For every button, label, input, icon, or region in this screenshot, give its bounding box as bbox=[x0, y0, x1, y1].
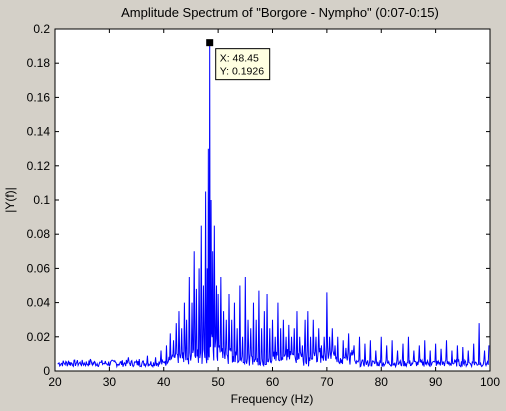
x-tick-label: 90 bbox=[429, 375, 443, 389]
data-tip-x-text: X: 48.45 bbox=[220, 53, 259, 65]
data-tip-marker[interactable] bbox=[206, 39, 214, 47]
data-tip-y-text: Y: 0.1926 bbox=[220, 66, 265, 78]
x-tick-label: 70 bbox=[320, 375, 334, 389]
x-tick-label: 30 bbox=[103, 375, 117, 389]
tick-group bbox=[54, 28, 491, 372]
x-tick-label: 100 bbox=[480, 375, 500, 389]
y-tick-label: 0.02 bbox=[27, 330, 51, 344]
x-tick-label: 80 bbox=[375, 375, 389, 389]
y-tick-label: 0 bbox=[43, 364, 50, 378]
y-tick-label: 0.08 bbox=[27, 227, 51, 241]
x-tick-label: 40 bbox=[157, 375, 171, 389]
x-tick-label: 60 bbox=[266, 375, 280, 389]
data-tip-box bbox=[215, 48, 271, 81]
x-tick-label: 50 bbox=[211, 375, 225, 389]
tick-label-group: 20 30 40 50 60 70 80 90 100 0 0.02 0.04 0.06 0.08 0.1 0… bbox=[27, 22, 501, 389]
data-tip[interactable]: X: 48.45 Y: 0.1926 bbox=[206, 39, 271, 81]
x-tick-label: 20 bbox=[48, 375, 62, 389]
y-tick-label: 0.1 bbox=[33, 193, 50, 207]
y-tick-label: 0.2 bbox=[33, 22, 50, 36]
y-tick-label: 0.04 bbox=[27, 296, 51, 310]
y-tick-label: 0.12 bbox=[27, 159, 51, 173]
y-tick-label: 0.06 bbox=[27, 261, 51, 275]
plot-area[interactable] bbox=[54, 28, 491, 372]
x-axis-label: Frequency (Hz) bbox=[231, 392, 314, 406]
y-tick-label: 0.16 bbox=[27, 90, 51, 104]
y-axis-label: |Y(f)| bbox=[3, 187, 17, 213]
y-tick-label: 0.14 bbox=[27, 125, 51, 139]
y-tick-label: 0.18 bbox=[27, 56, 51, 70]
spectrum-series-line[interactable] bbox=[57, 41, 490, 369]
chart-title: Amplitude Spectrum of "Borgore - Nympho"… bbox=[121, 5, 439, 20]
